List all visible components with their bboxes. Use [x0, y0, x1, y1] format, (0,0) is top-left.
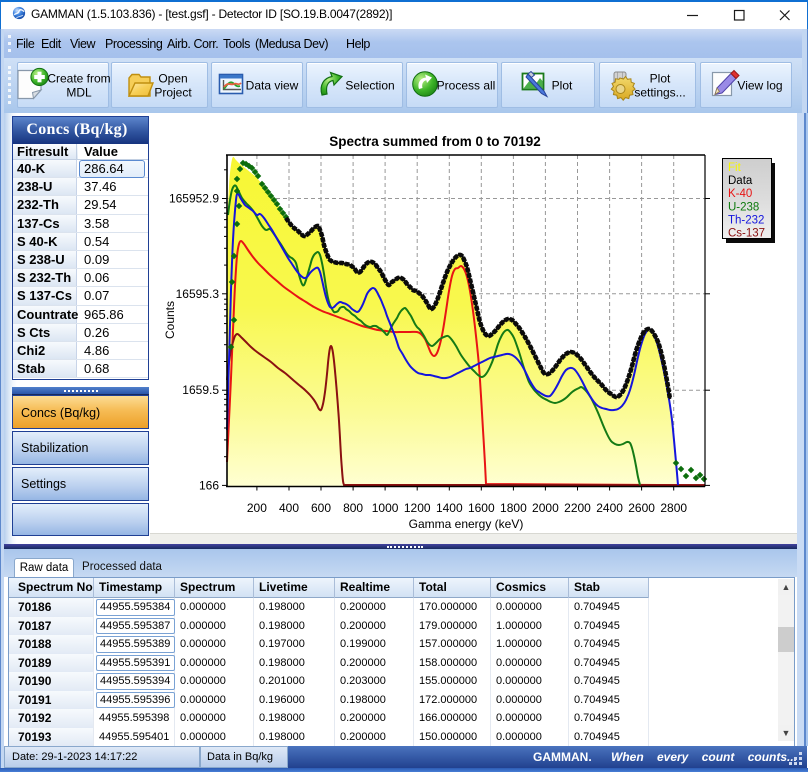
- svg-text:2400: 2400: [596, 501, 623, 515]
- svg-text:1659.5: 1659.5: [182, 383, 219, 397]
- svg-text:2600: 2600: [628, 501, 655, 515]
- svg-text:1600: 1600: [468, 501, 495, 515]
- svg-text:400: 400: [279, 501, 299, 515]
- svg-text:166: 166: [199, 478, 219, 492]
- svg-text:800: 800: [343, 501, 363, 515]
- svg-text:2000: 2000: [532, 501, 559, 515]
- svg-text:165952.9: 165952.9: [169, 192, 219, 206]
- svg-text:Spectra summed from 0 to 70192: Spectra summed from 0 to 70192: [329, 134, 541, 149]
- svg-text:2200: 2200: [564, 501, 591, 515]
- svg-text:1400: 1400: [436, 501, 463, 515]
- svg-text:Fit: Fit: [728, 162, 742, 174]
- svg-text:200: 200: [247, 501, 267, 515]
- svg-text:16595.3: 16595.3: [176, 287, 220, 301]
- svg-text:Th-232: Th-232: [728, 214, 764, 226]
- svg-text:Data: Data: [728, 175, 753, 187]
- svg-text:Cs-137: Cs-137: [728, 228, 765, 240]
- svg-text:1200: 1200: [404, 501, 431, 515]
- svg-text:Counts: Counts: [163, 301, 177, 339]
- svg-text:2800: 2800: [660, 501, 687, 515]
- svg-text:K-40: K-40: [728, 188, 752, 200]
- svg-text:Gamma energy (keV): Gamma energy (keV): [409, 517, 524, 531]
- svg-text:1800: 1800: [500, 501, 527, 515]
- svg-text:U-238: U-238: [728, 201, 759, 213]
- svg-text:600: 600: [311, 501, 331, 515]
- svg-text:1000: 1000: [372, 501, 399, 515]
